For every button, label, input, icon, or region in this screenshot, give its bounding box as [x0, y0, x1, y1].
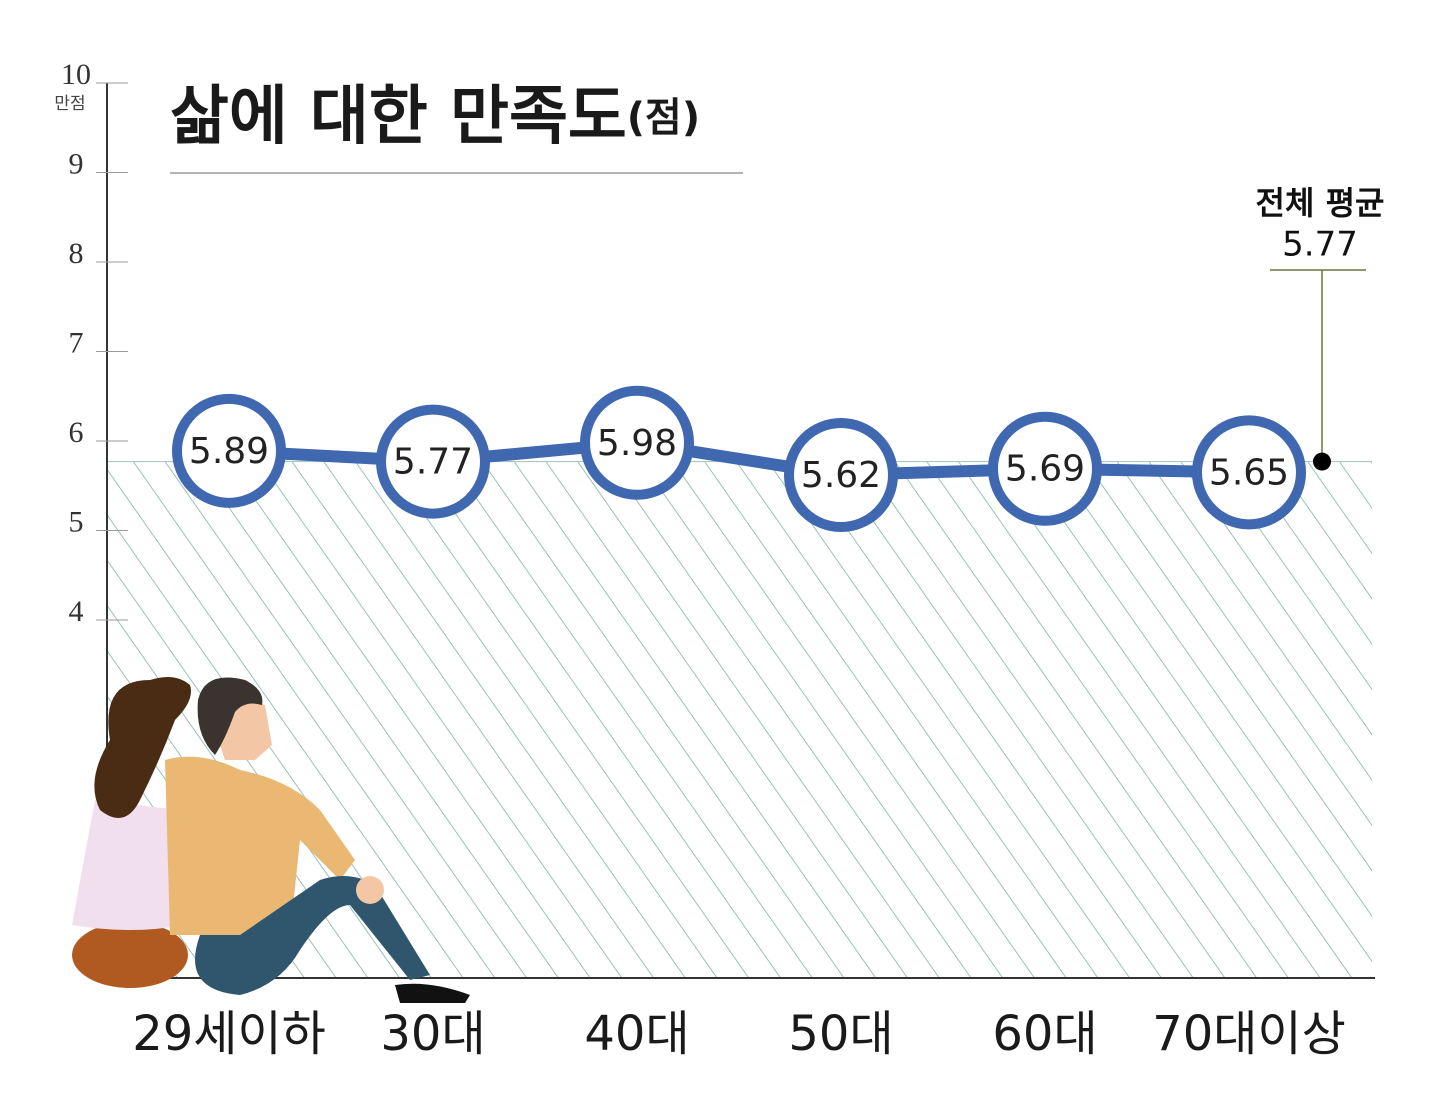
x-tick-label: 50대 — [788, 1006, 893, 1062]
average-label: 전체 평균 — [1256, 184, 1385, 222]
data-label: 5.62 — [801, 455, 881, 496]
point — [172, 393, 286, 508]
point — [1192, 415, 1306, 530]
x-tick-label: 70대이상 — [1152, 1006, 1346, 1062]
y-tick-label: 6 — [69, 416, 84, 449]
y-tick-label: 4 — [69, 595, 84, 628]
y-max-note: 만점 — [54, 94, 85, 113]
x-tick-label: 29세이하 — [132, 1006, 326, 1062]
y-tick-label: 9 — [69, 147, 84, 180]
data-label: 5.69 — [1005, 449, 1085, 490]
point — [988, 411, 1102, 526]
x-tick-label: 60대 — [992, 1006, 1097, 1062]
y-tick-label: 8 — [69, 237, 84, 270]
point — [580, 385, 694, 500]
illustration — [72, 676, 470, 1003]
data-label: 5.89 — [189, 431, 269, 472]
y-tick-label: 5 — [69, 505, 84, 538]
x-tick-label: 40대 — [584, 1006, 689, 1062]
y-tick-label: 10 — [61, 58, 91, 91]
y-tick-label: 7 — [69, 326, 84, 359]
point — [376, 404, 490, 519]
average-dot — [1313, 452, 1331, 471]
data-label: 5.77 — [393, 442, 473, 483]
point — [784, 418, 898, 533]
data-label: 5.65 — [1209, 452, 1289, 493]
average-value: 5.77 — [1282, 225, 1358, 265]
chart-title: 삶에 대한 만족도(점) — [170, 80, 700, 154]
x-tick-label: 30대 — [380, 1006, 485, 1062]
data-label: 5.98 — [597, 423, 677, 464]
